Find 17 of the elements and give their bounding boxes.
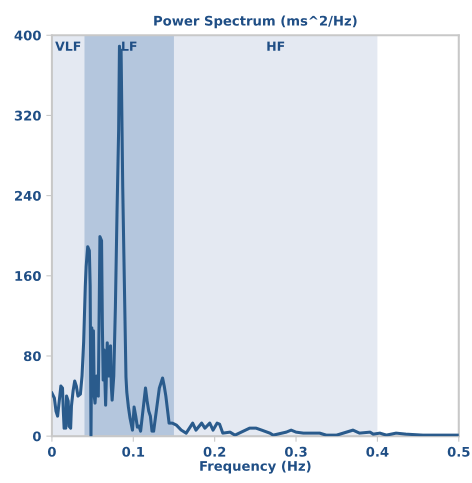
- band-label: HF: [267, 42, 284, 51]
- y-tick-label: 240: [15, 190, 41, 201]
- x-tick-label: 0.4: [366, 446, 388, 457]
- band-label: LF: [122, 42, 136, 51]
- y-tick-label: 80: [24, 351, 41, 362]
- x-axis-title: Frequency (Hz): [200, 460, 311, 474]
- x-tick-label: 0: [48, 446, 56, 457]
- x-tick-label: 0.1: [122, 446, 144, 457]
- band-label: VLF: [55, 42, 80, 51]
- y-tick-label: 320: [14, 110, 41, 121]
- chart-title: Power Spectrum (ms^2/Hz): [154, 16, 357, 28]
- y-tick-label: 0: [32, 431, 41, 442]
- x-tick-label: 0.3: [284, 446, 307, 457]
- y-tick-label: 160: [15, 271, 41, 281]
- x-tick-label: 0.2: [204, 446, 226, 457]
- y-tick-label: 400: [14, 30, 41, 40]
- x-tick-label: 0.5: [448, 446, 470, 457]
